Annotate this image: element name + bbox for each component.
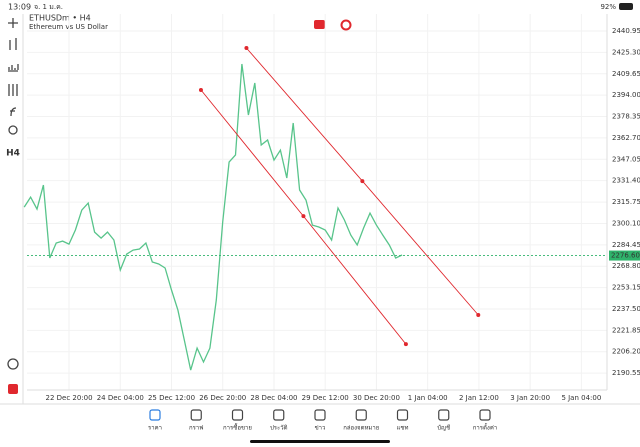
nav-item[interactable]: บัญชี bbox=[437, 409, 450, 432]
y-tick-label: 2253.15 bbox=[612, 284, 640, 292]
x-tick-label: 3 Jan 20:00 bbox=[510, 394, 550, 402]
x-tick-label: 24 Dec 04:00 bbox=[97, 394, 144, 402]
trendline-anchor[interactable] bbox=[198, 87, 203, 92]
y-tick-label: 2331.40 bbox=[612, 177, 640, 185]
current-price-box bbox=[609, 250, 640, 261]
trendline-anchor[interactable] bbox=[360, 179, 365, 184]
nav-icon bbox=[149, 409, 161, 421]
volume-tool[interactable] bbox=[8, 64, 19, 72]
nav-item[interactable]: กราฟ bbox=[189, 409, 203, 432]
y-tick-label: 2347.05 bbox=[612, 155, 640, 163]
status-time: 13:09 bbox=[8, 3, 31, 12]
x-tick-label: 25 Dec 12:00 bbox=[148, 394, 195, 402]
nav-label: การซื้อขาย bbox=[223, 422, 252, 432]
x-tick-label: 22 Dec 20:00 bbox=[45, 394, 92, 402]
current-price-label: 2276.60 bbox=[611, 252, 640, 260]
bottom-nav: ราคา กราฟ การซื้อขาย ประวัติ ข่าว กล่องจดหมาย… bbox=[148, 409, 497, 443]
y-tick-label: 2394.00 bbox=[612, 91, 640, 99]
symbol-title: ETHUSDm • H4 bbox=[29, 14, 91, 23]
chart-type-tool[interactable] bbox=[9, 38, 17, 50]
nav-icon bbox=[355, 409, 367, 421]
nav-icon bbox=[438, 409, 450, 421]
nav-item[interactable]: การตั้งค่า bbox=[473, 409, 497, 432]
trendline-anchor[interactable] bbox=[476, 312, 481, 317]
y-tick-label: 2409.65 bbox=[612, 70, 640, 78]
status-date: จ. 1 ม.ค. bbox=[34, 3, 63, 11]
plot-area: 2440.95 2425.30 2409.65 2394.00 2378.35 2362.… bbox=[23, 14, 640, 402]
nav-icon bbox=[273, 409, 285, 421]
nav-item[interactable]: ข่าว bbox=[314, 409, 326, 432]
nav-label: ราคา bbox=[148, 425, 162, 432]
y-tick-label: 2268.80 bbox=[612, 262, 640, 270]
x-tick-label: 5 Jan 04:00 bbox=[561, 394, 601, 402]
nav-icon bbox=[231, 409, 244, 421]
nav-label: การตั้งค่า bbox=[473, 422, 497, 432]
x-tick-label: 29 Dec 12:00 bbox=[302, 394, 349, 402]
nav-icon bbox=[396, 409, 409, 421]
nav-label: ข่าว bbox=[315, 425, 326, 432]
battery-icon bbox=[619, 3, 633, 10]
nav-icon bbox=[479, 409, 491, 421]
y-tick-label: 2190.55 bbox=[612, 369, 640, 377]
x-tick-label: 2 Jan 12:00 bbox=[459, 394, 499, 402]
nav-label: แชท bbox=[397, 425, 409, 432]
y-tick-label: 2300.10 bbox=[612, 219, 640, 227]
y-tick-label: 2206.20 bbox=[612, 348, 640, 356]
y-tick-label: 2284.45 bbox=[612, 241, 640, 249]
objects-tool[interactable] bbox=[8, 125, 18, 135]
crosshair-tool[interactable] bbox=[8, 18, 18, 28]
timeframe-button[interactable]: H4 bbox=[6, 149, 20, 159]
nav-label: กล่องจดหมาย bbox=[343, 425, 379, 432]
left-toolbar: H4 bbox=[6, 18, 20, 394]
trendline-anchor[interactable] bbox=[301, 214, 306, 219]
home-indicator bbox=[250, 440, 390, 443]
y-tick-label: 2362.70 bbox=[612, 134, 640, 142]
app-logo[interactable] bbox=[8, 384, 18, 394]
indicators-tool[interactable] bbox=[8, 84, 18, 96]
nav-item[interactable]: การซื้อขาย bbox=[223, 409, 252, 432]
y-tick-label: 2315.75 bbox=[612, 198, 640, 206]
nav-label: กราฟ bbox=[189, 425, 203, 432]
nav-icon bbox=[314, 409, 326, 421]
nav-item[interactable]: ประวัติ bbox=[270, 409, 288, 432]
status-battery: 92% bbox=[600, 3, 616, 11]
nav-item[interactable]: ราคา bbox=[148, 409, 162, 432]
x-tick-label: 26 Dec 20:00 bbox=[199, 394, 246, 402]
zoom-tool[interactable] bbox=[7, 358, 19, 370]
y-tick-label: 2237.50 bbox=[612, 305, 640, 313]
y-tick-label: 2425.30 bbox=[612, 48, 640, 56]
y-tick-label: 2221.85 bbox=[612, 326, 640, 334]
trendline-anchor[interactable] bbox=[244, 46, 249, 51]
one-click-trading[interactable] bbox=[314, 20, 325, 29]
nav-icon bbox=[190, 409, 202, 421]
nav-label: ประวัติ bbox=[270, 425, 288, 432]
y-tick-label: 2440.95 bbox=[612, 27, 640, 35]
nav-item[interactable]: กล่องจดหมาย bbox=[343, 409, 379, 432]
trade-toggle[interactable] bbox=[340, 19, 352, 31]
nav-label: บัญชี bbox=[437, 424, 450, 432]
function-tool[interactable] bbox=[10, 107, 17, 117]
x-tick-label: 30 Dec 20:00 bbox=[353, 394, 400, 402]
y-tick-label: 2378.35 bbox=[612, 113, 640, 121]
x-tick-label: 1 Jan 04:00 bbox=[408, 394, 448, 402]
trendline-anchor[interactable] bbox=[403, 342, 408, 347]
nav-item[interactable]: แชท bbox=[396, 409, 409, 432]
price-line bbox=[23, 63, 403, 371]
x-tick-label: 28 Dec 04:00 bbox=[250, 394, 297, 402]
